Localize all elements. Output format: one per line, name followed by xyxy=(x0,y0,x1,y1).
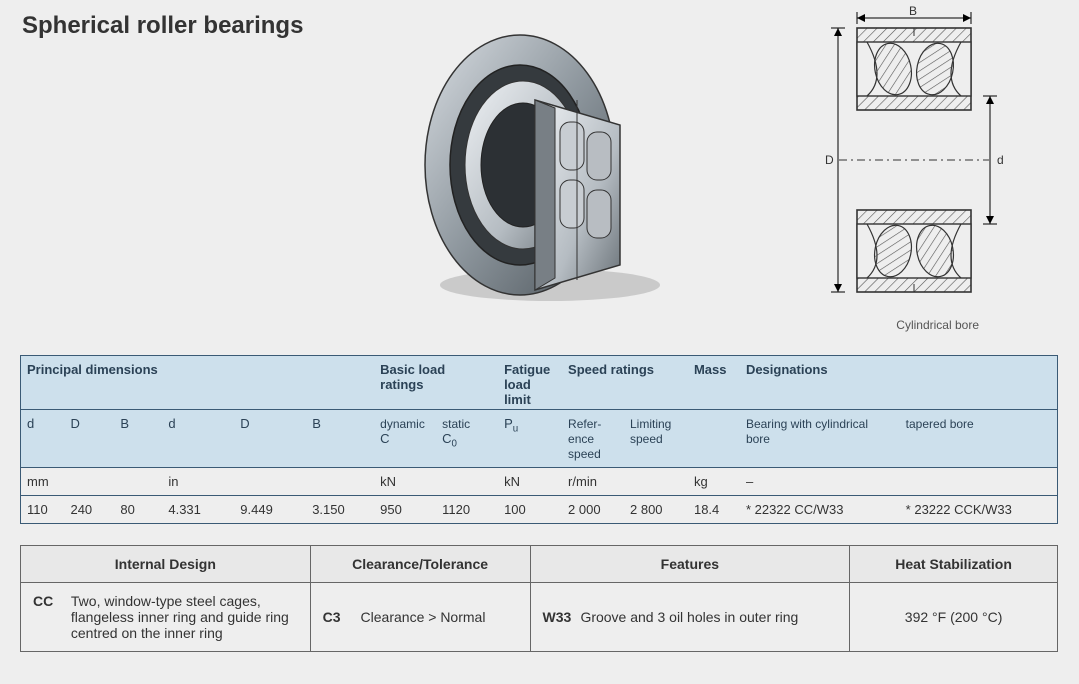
dim-D-label: D xyxy=(825,153,834,167)
val-lim: 2 800 xyxy=(624,496,688,524)
bearing-schematic: B D d xyxy=(779,6,1059,326)
val-C0: 1120 xyxy=(436,496,498,524)
col-B-in: B xyxy=(306,410,374,468)
col-cyl: Bearing with cylindrical bore xyxy=(740,410,900,468)
dim-d-label: d xyxy=(997,153,1004,167)
internal-desc: Two, window-type steel cages, flangeless… xyxy=(71,593,296,641)
val-ref: 2 000 xyxy=(562,496,624,524)
val-B-in: 3.150 xyxy=(306,496,374,524)
val-D-in: 9.449 xyxy=(234,496,306,524)
col-C0: staticC0 xyxy=(436,410,498,468)
col-D-in: D xyxy=(234,410,306,468)
col-D-mm: D xyxy=(64,410,114,468)
bearing-3d-illustration xyxy=(400,20,690,310)
col-tap: tapered bore xyxy=(900,410,1058,468)
val-Pu: 100 xyxy=(498,496,562,524)
details-row: CC Two, window-type steel cages, flangel… xyxy=(21,583,1058,652)
col-Pu: Pu xyxy=(498,410,562,468)
col-ref: Refer-encespeed xyxy=(562,410,624,468)
hdr-speed: Speed ratings xyxy=(568,362,654,377)
col-B-mm: B xyxy=(114,410,162,468)
hdr-mass: Mass xyxy=(694,362,727,377)
clearance-code: C3 xyxy=(323,609,357,625)
val-desig-tap: * 23222 CCK/W33 xyxy=(900,496,1058,524)
hdr-desig: Designations xyxy=(746,362,828,377)
clearance-desc: Clearance > Normal xyxy=(361,609,486,625)
col-mass xyxy=(688,410,740,468)
col-d-in: d xyxy=(162,410,234,468)
schematic-caption: Cylindrical bore xyxy=(896,318,979,332)
dimensions-table: Principal dimensions Basic load ratings … xyxy=(20,355,1058,524)
data-row: 110 240 80 4.331 9.449 3.150 950 1120 10… xyxy=(21,496,1058,524)
hdr-features: Features xyxy=(530,546,850,583)
details-table: Internal Design Clearance/Tolerance Feat… xyxy=(20,545,1058,652)
dim-b-label: B xyxy=(909,6,917,18)
features-desc: Groove and 3 oil holes in outer ring xyxy=(580,609,835,625)
col-d-mm: d xyxy=(21,410,65,468)
hdr-principal: Principal dimensions xyxy=(27,362,158,377)
val-mass: 18.4 xyxy=(688,496,740,524)
col-lim: Limiting speed xyxy=(624,410,688,468)
page-title: Spherical roller bearings xyxy=(22,12,303,40)
val-desig-cyl: * 22322 CC/W33 xyxy=(740,496,900,524)
val-D-mm: 240 xyxy=(64,496,114,524)
heat-value: 392 °F (200 °C) xyxy=(850,583,1058,652)
hdr-heat: Heat Stabilization xyxy=(850,546,1058,583)
val-C: 950 xyxy=(374,496,436,524)
val-d-mm: 110 xyxy=(21,496,65,524)
units-row: mm in kN kN r/min kg – xyxy=(21,468,1058,496)
hdr-clearance: Clearance/Tolerance xyxy=(310,546,530,583)
col-C: dynamicC xyxy=(374,410,436,468)
val-B-mm: 80 xyxy=(114,496,162,524)
hdr-fatigue: Fatigueloadlimit xyxy=(504,362,550,407)
internal-code: CC xyxy=(33,593,67,609)
hdr-internal: Internal Design xyxy=(21,546,311,583)
val-d-in: 4.331 xyxy=(162,496,234,524)
features-code: W33 xyxy=(543,609,577,625)
hdr-basic-load: Basic load ratings xyxy=(380,362,445,392)
